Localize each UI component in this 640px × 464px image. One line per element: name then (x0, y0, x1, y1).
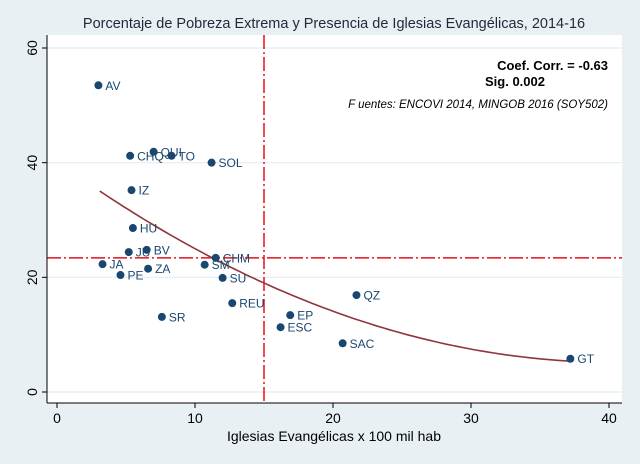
point-marker (124, 248, 133, 257)
data-point: GT (566, 352, 595, 366)
point-marker (338, 339, 347, 348)
point-marker (149, 147, 158, 156)
data-point: PE (116, 269, 143, 283)
point-label: EP (297, 309, 313, 323)
x-axis-label: Iglesias Evangélicas x 100 mil hab (227, 428, 441, 444)
point-label: IZ (139, 184, 150, 198)
point-label: QZ (363, 289, 380, 303)
point-marker (128, 224, 137, 233)
data-point: TO (167, 149, 195, 163)
point-marker (127, 186, 136, 195)
data-point: JA (98, 258, 124, 272)
source-annotation: F uentes: ENCOVI 2014, MINGOB 2016 (SOY5… (348, 99, 608, 111)
point-marker (157, 312, 166, 321)
point-marker (211, 253, 220, 262)
data-point: ESC (276, 321, 313, 335)
point-label: SR (169, 310, 186, 324)
point-marker (207, 158, 216, 167)
point-marker (352, 291, 361, 300)
data-point: REU (228, 297, 265, 311)
data-point: CHM (211, 251, 250, 265)
data-point: SAC (338, 337, 375, 351)
x-tick-label: 30 (463, 410, 479, 426)
point-marker (144, 264, 153, 273)
point-marker (228, 299, 237, 308)
point-label: SAC (350, 337, 375, 351)
point-marker (94, 81, 103, 90)
point-label: GT (577, 352, 594, 366)
point-marker (126, 151, 135, 160)
data-point: SU (218, 271, 247, 285)
point-label: HU (140, 222, 157, 236)
point-label: SU (230, 271, 247, 285)
data-point: IZ (127, 184, 150, 198)
point-marker (116, 271, 125, 280)
point-label: PE (127, 269, 143, 283)
point-label: JA (110, 258, 124, 272)
x-tick-label: 10 (187, 410, 203, 426)
data-point: QZ (352, 289, 380, 303)
point-label: SOL (219, 156, 243, 170)
data-point: EP (286, 309, 313, 323)
y-tick-label: 20 (24, 269, 40, 285)
chart-title: Porcentaje de Pobreza Extrema y Presenci… (83, 16, 585, 32)
sig-annotation: Sig. 0.002 (485, 74, 545, 89)
data-point: SR (157, 310, 186, 324)
point-label: AV (105, 79, 120, 93)
point-label: BV (154, 243, 170, 257)
point-label: CHM (223, 251, 250, 265)
point-label: REU (239, 297, 264, 311)
corr-annotation: Coef. Corr. = -0.63 (497, 58, 608, 73)
data-point: BV (142, 243, 170, 257)
plot-region (47, 35, 622, 403)
data-point: ZA (144, 262, 170, 276)
x-tick-label: 0 (53, 410, 61, 426)
y-tick-label: 60 (24, 40, 40, 56)
point-marker (218, 273, 227, 282)
point-marker (200, 260, 209, 269)
point-label: ZA (155, 262, 170, 276)
data-point: HU (128, 222, 157, 236)
point-marker (286, 311, 295, 320)
data-point: SM (200, 258, 230, 272)
point-marker (167, 151, 176, 160)
data-point: AV (94, 79, 121, 93)
point-label: SM (212, 258, 230, 272)
y-tick-label: 40 (24, 155, 40, 171)
point-marker (566, 354, 575, 363)
fit-curve (99, 190, 571, 362)
point-marker (276, 323, 285, 332)
point-marker (142, 245, 151, 254)
point-label: TO (179, 149, 195, 163)
point-label: ESC (288, 321, 313, 335)
y-tick-label: 0 (24, 388, 40, 396)
data-point: SOL (207, 156, 243, 170)
x-tick-label: 20 (325, 410, 341, 426)
x-tick-label: 40 (601, 410, 617, 426)
point-marker (98, 260, 107, 269)
